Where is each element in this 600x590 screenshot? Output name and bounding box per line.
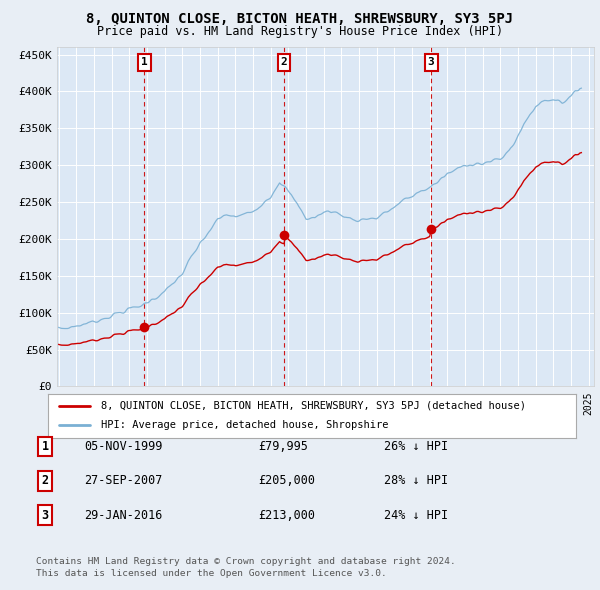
Text: HPI: Average price, detached house, Shropshire: HPI: Average price, detached house, Shro… <box>101 421 388 430</box>
Text: 27-SEP-2007: 27-SEP-2007 <box>84 474 163 487</box>
Text: 2: 2 <box>41 474 49 487</box>
Text: 24% ↓ HPI: 24% ↓ HPI <box>384 509 448 522</box>
Text: 8, QUINTON CLOSE, BICTON HEATH, SHREWSBURY, SY3 5PJ: 8, QUINTON CLOSE, BICTON HEATH, SHREWSBU… <box>86 12 514 26</box>
Text: 1: 1 <box>41 440 49 453</box>
Text: £205,000: £205,000 <box>258 474 315 487</box>
Text: 05-NOV-1999: 05-NOV-1999 <box>84 440 163 453</box>
Text: Price paid vs. HM Land Registry's House Price Index (HPI): Price paid vs. HM Land Registry's House … <box>97 25 503 38</box>
Text: 2: 2 <box>281 57 287 67</box>
Text: 1: 1 <box>141 57 148 67</box>
Text: 3: 3 <box>41 509 49 522</box>
Text: 3: 3 <box>428 57 434 67</box>
Text: £79,995: £79,995 <box>258 440 308 453</box>
Text: £213,000: £213,000 <box>258 509 315 522</box>
Text: This data is licensed under the Open Government Licence v3.0.: This data is licensed under the Open Gov… <box>36 569 387 578</box>
Text: 28% ↓ HPI: 28% ↓ HPI <box>384 474 448 487</box>
Text: 26% ↓ HPI: 26% ↓ HPI <box>384 440 448 453</box>
Text: 8, QUINTON CLOSE, BICTON HEATH, SHREWSBURY, SY3 5PJ (detached house): 8, QUINTON CLOSE, BICTON HEATH, SHREWSBU… <box>101 401 526 411</box>
Text: 29-JAN-2016: 29-JAN-2016 <box>84 509 163 522</box>
Text: Contains HM Land Registry data © Crown copyright and database right 2024.: Contains HM Land Registry data © Crown c… <box>36 558 456 566</box>
